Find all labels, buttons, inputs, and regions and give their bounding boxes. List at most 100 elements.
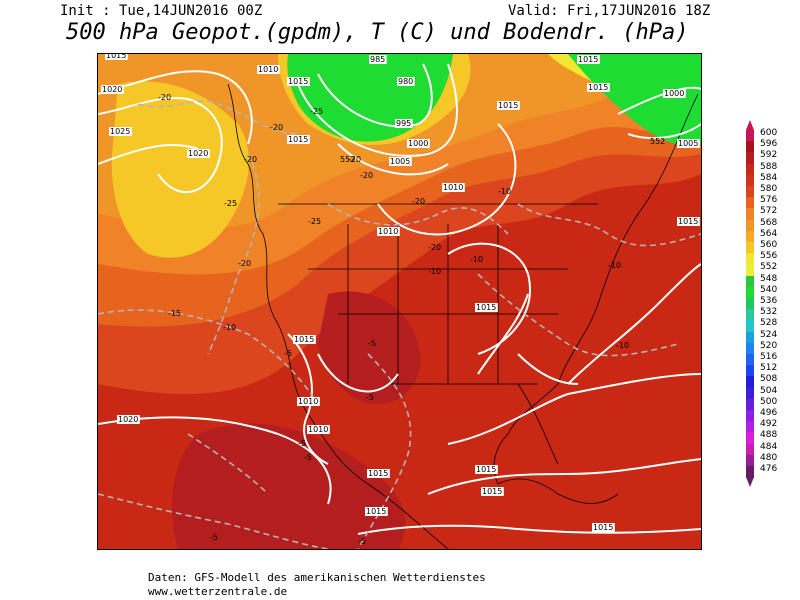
svg-text:-20: -20 bbox=[412, 197, 425, 206]
isotherm-label: -5 bbox=[358, 537, 366, 546]
color-scale-swatch bbox=[746, 197, 754, 210]
color-scale-label: 572 bbox=[760, 206, 778, 217]
init-time-label: Init : Tue,14JUN2016 00Z bbox=[60, 3, 263, 19]
svg-text:-25: -25 bbox=[310, 107, 323, 116]
color-scale-swatch bbox=[746, 387, 754, 400]
color-scale-label: 528 bbox=[760, 318, 778, 329]
valid-time-label: Valid: Fri,17JUN2016 18Z bbox=[508, 3, 711, 19]
geopotential-fill bbox=[98, 54, 701, 549]
color-scale-label: 520 bbox=[760, 340, 778, 351]
svg-text:-5: -5 bbox=[284, 349, 292, 358]
color-scale-swatch bbox=[746, 331, 754, 344]
svg-text:1015: 1015 bbox=[476, 303, 496, 312]
isotherm-label: -20 bbox=[348, 155, 361, 164]
color-scale-swatch bbox=[746, 454, 754, 467]
svg-text:1015: 1015 bbox=[366, 507, 386, 516]
color-scale-label: 532 bbox=[760, 307, 778, 318]
color-scale-swatch bbox=[746, 174, 754, 187]
isotherm-label: -25 bbox=[224, 199, 237, 208]
isobar-label: 1015 bbox=[592, 523, 615, 532]
color-scale-swatch bbox=[746, 208, 754, 221]
svg-text:-20: -20 bbox=[158, 93, 171, 102]
isotherm-label: -20 bbox=[412, 197, 425, 206]
color-scale-label: 600 bbox=[760, 128, 778, 138]
isobar-label: 985 bbox=[369, 55, 387, 64]
isotherm-label: -10 bbox=[498, 187, 511, 196]
svg-text:1025: 1025 bbox=[110, 127, 130, 136]
svg-text:995: 995 bbox=[396, 119, 411, 128]
color-scale-label: 504 bbox=[760, 385, 778, 396]
svg-text:-10: -10 bbox=[608, 261, 621, 270]
isobar-label: 1015 bbox=[677, 217, 700, 226]
svg-text:1000: 1000 bbox=[664, 89, 684, 98]
svg-text:-5: -5 bbox=[358, 537, 366, 546]
isotherm-label: -20 bbox=[360, 171, 373, 180]
isobar-label: 1015 bbox=[367, 469, 390, 478]
isotherm-label: -10 bbox=[470, 255, 483, 264]
color-scale-swatch bbox=[746, 163, 754, 176]
isotherm-label: -10 bbox=[223, 323, 236, 332]
color-scale-label: 548 bbox=[760, 273, 778, 284]
color-scale-label: 564 bbox=[760, 228, 778, 239]
svg-text:1015: 1015 bbox=[368, 469, 388, 478]
svg-text:985: 985 bbox=[370, 55, 385, 64]
isobar-label: 1015 bbox=[287, 135, 310, 144]
svg-text:-10: -10 bbox=[428, 267, 441, 276]
isobar-label: 1015 bbox=[293, 335, 316, 344]
color-scale-swatch bbox=[746, 376, 754, 389]
color-scale-label: 480 bbox=[760, 452, 778, 463]
svg-text:1015: 1015 bbox=[482, 487, 502, 496]
isotherm-label: -5 bbox=[284, 349, 292, 358]
color-scale-swatch bbox=[746, 298, 754, 310]
isotherm-label: -5 bbox=[210, 533, 218, 542]
color-scale-label: 556 bbox=[760, 251, 778, 262]
svg-text:-20: -20 bbox=[428, 243, 441, 252]
isotherm-label: -10 bbox=[616, 341, 629, 350]
isotherm-label: -5 bbox=[298, 439, 306, 448]
isotherm-label: -25 bbox=[310, 107, 323, 116]
isobar-label: 1015 bbox=[577, 55, 600, 64]
color-scale-label: 524 bbox=[760, 329, 778, 340]
isotherm-label: -5 bbox=[304, 453, 312, 462]
svg-text:1015: 1015 bbox=[498, 101, 518, 110]
isobar-label: 1000 bbox=[407, 139, 430, 148]
isobar-label: 1015 bbox=[475, 465, 498, 474]
isobar-label: 1010 bbox=[297, 397, 320, 406]
svg-text:-20: -20 bbox=[360, 171, 373, 180]
color-scale-swatch bbox=[746, 242, 754, 254]
isobar-label: 1010 bbox=[442, 183, 465, 192]
isotherm-label: -25 bbox=[308, 217, 321, 226]
svg-text:-20: -20 bbox=[244, 155, 257, 164]
svg-text:1005: 1005 bbox=[390, 157, 410, 166]
svg-text:1015: 1015 bbox=[106, 54, 126, 60]
svg-text:-5: -5 bbox=[298, 439, 306, 448]
color-scale-swatch bbox=[746, 230, 754, 243]
color-scale-label: 492 bbox=[760, 419, 778, 430]
svg-text:1015: 1015 bbox=[678, 217, 698, 226]
color-scale-label: 576 bbox=[760, 195, 778, 206]
isobar-label: 1015 bbox=[497, 101, 520, 110]
svg-text:1015: 1015 bbox=[288, 77, 308, 86]
color-scale-label: 508 bbox=[760, 374, 778, 385]
website-url-label: www.wetterzentrale.de bbox=[148, 585, 288, 598]
isotherm-label: -20 bbox=[244, 155, 257, 164]
color-scale-label: 496 bbox=[760, 408, 778, 418]
svg-text:1005: 1005 bbox=[678, 139, 698, 148]
color-scale-label: 580 bbox=[760, 184, 778, 194]
svg-text:1010: 1010 bbox=[378, 227, 398, 236]
color-scale-label: 552 bbox=[760, 262, 778, 273]
color-scale-swatch bbox=[746, 466, 754, 478]
svg-text:-15: -15 bbox=[168, 309, 181, 318]
isobar-label: 1020 bbox=[101, 85, 124, 94]
color-scale-label: 584 bbox=[760, 172, 778, 183]
svg-text:-5: -5 bbox=[368, 339, 376, 348]
isotherm-label: -5 bbox=[366, 393, 374, 402]
isobar-label: 1020 bbox=[187, 149, 210, 158]
isobar-label: 1015 bbox=[587, 83, 610, 92]
color-scale-swatch bbox=[746, 365, 754, 378]
isobar-label: 1020 bbox=[117, 415, 140, 424]
svg-text:1020: 1020 bbox=[118, 415, 138, 424]
svg-text:-10: -10 bbox=[498, 187, 511, 196]
color-scale-swatch bbox=[746, 410, 754, 422]
scale-down-arrow-icon bbox=[746, 477, 754, 488]
